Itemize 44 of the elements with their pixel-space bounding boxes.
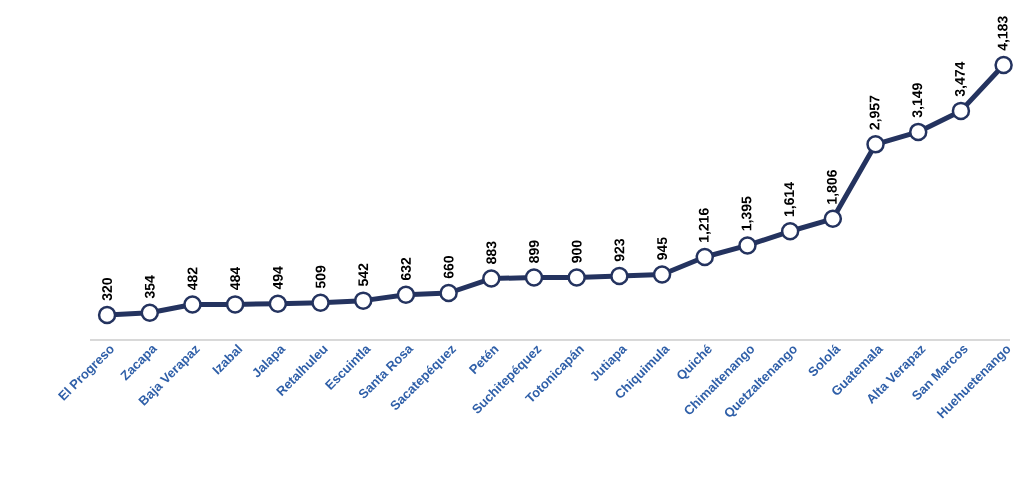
point [908, 122, 928, 142]
point [311, 293, 330, 313]
point [652, 265, 672, 284]
point [738, 236, 757, 255]
data-label: 1,614 [784, 182, 797, 217]
point [695, 247, 715, 267]
point [951, 101, 971, 121]
data-label: 509 [315, 265, 326, 289]
point [439, 283, 458, 303]
data-label: 945 [657, 237, 668, 260]
point [780, 222, 800, 241]
point [994, 55, 1013, 75]
data-label: 3,474 [954, 61, 967, 97]
point [353, 291, 373, 310]
point [268, 294, 288, 313]
data-label: 883 [486, 241, 497, 264]
data-label: 1,216 [698, 208, 711, 242]
data-label: 632 [400, 257, 411, 281]
data-label: 484 [230, 266, 241, 290]
point [866, 135, 885, 154]
data-label: 354 [144, 275, 155, 299]
point [140, 303, 160, 323]
data-label: 482 [187, 267, 198, 291]
data-label: 3,149 [912, 83, 925, 118]
data-label: 1,806 [826, 170, 839, 204]
data-label: 899 [529, 240, 539, 263]
data-label: 660 [443, 256, 454, 279]
point [183, 295, 202, 314]
point [567, 268, 586, 287]
data-label: 320 [102, 278, 113, 301]
point [97, 305, 117, 325]
point [610, 266, 629, 286]
data-label: 4,183 [997, 16, 1010, 51]
data-label: 1,395 [741, 196, 754, 231]
data-label: 494 [272, 266, 283, 290]
data-label: 923 [614, 238, 625, 262]
point [823, 209, 843, 229]
data-label: 542 [358, 263, 369, 286]
point [524, 268, 544, 287]
point [482, 269, 501, 288]
point [396, 285, 416, 305]
data-label: 2,957 [869, 95, 882, 130]
data-label: 900 [571, 240, 582, 263]
point [225, 295, 245, 314]
